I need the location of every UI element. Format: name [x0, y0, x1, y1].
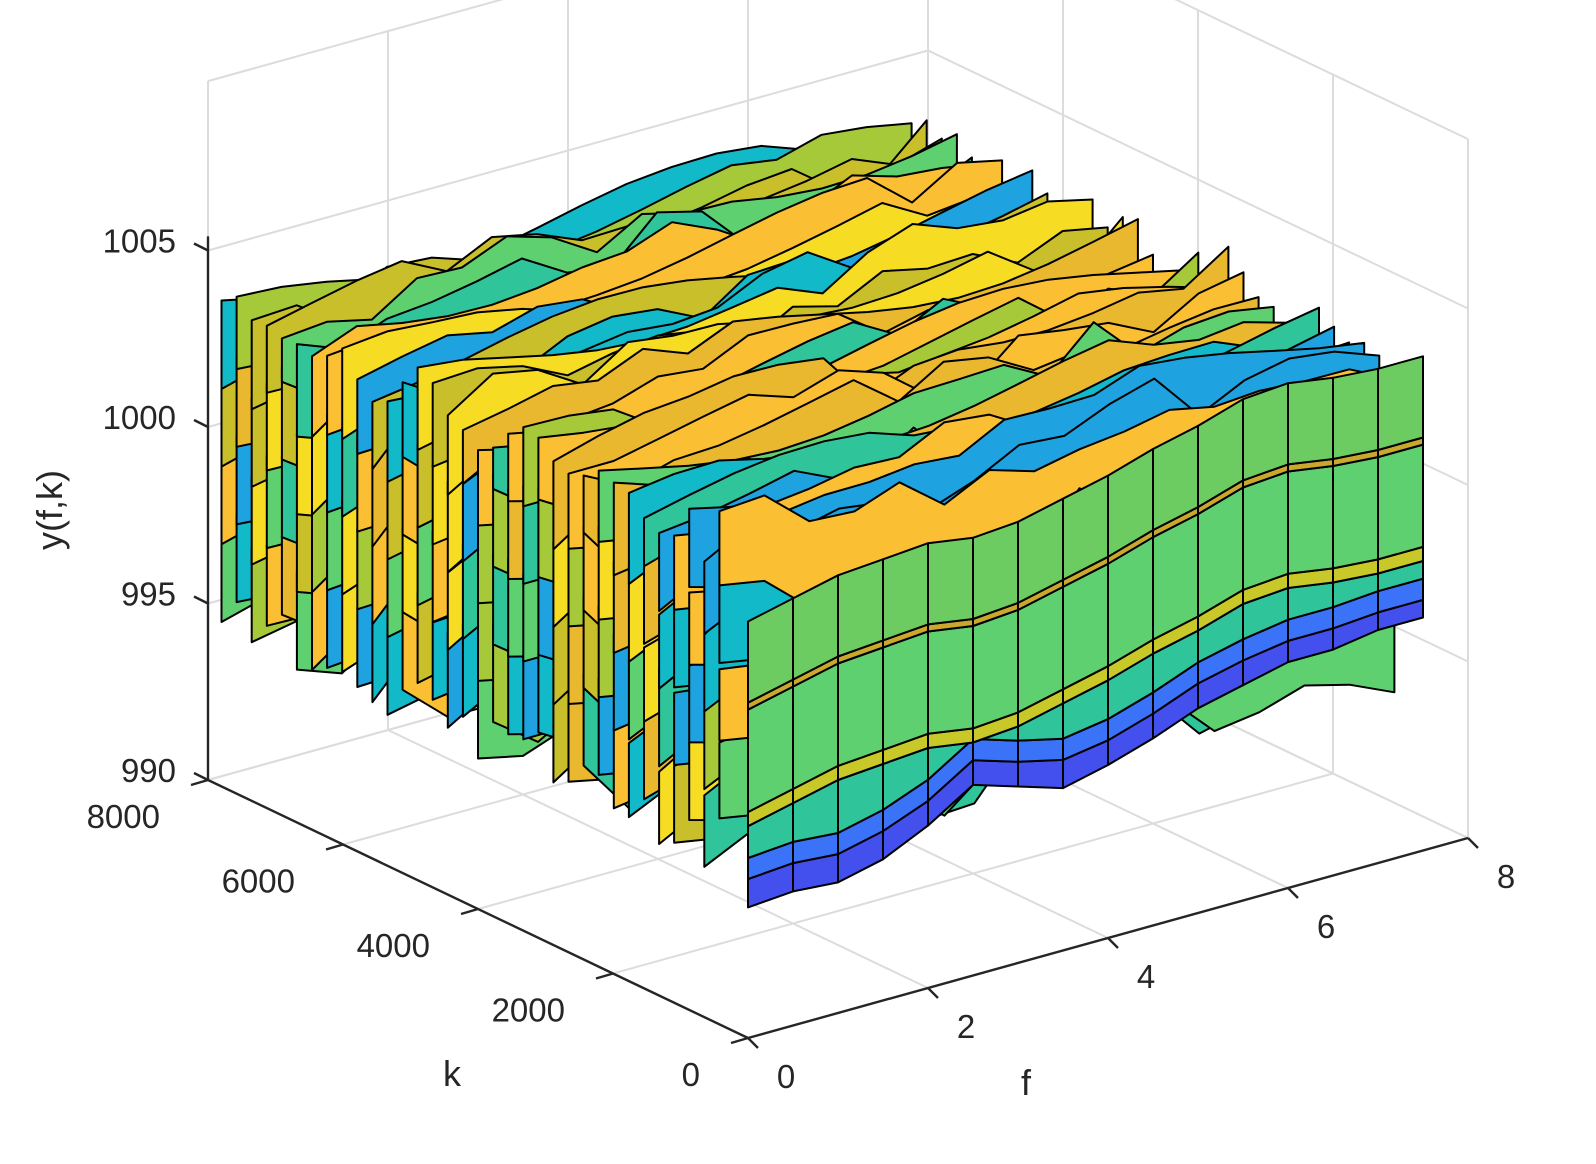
front-ribbon-facet — [1287, 376, 1334, 466]
z-tick — [193, 242, 209, 252]
front-ribbon-facet — [837, 646, 884, 767]
k-tick-label: 4000 — [357, 927, 430, 964]
z-tick — [193, 771, 209, 782]
front-ribbon-facet — [1242, 470, 1289, 591]
k-tick-label: 0 — [682, 1056, 700, 1093]
k-tick-label: 2000 — [492, 992, 565, 1029]
front-ribbon-facet — [882, 630, 929, 751]
f-tick-label: 6 — [1317, 908, 1335, 945]
front-ribbon-facet — [972, 609, 1019, 730]
front-ribbon-facet — [972, 520, 1019, 620]
tick-labels: 990 995 1000 1005 0 2000 4000 6000 8000 0 2 4 6 8 — [87, 223, 1516, 1096]
k-tick — [595, 972, 614, 980]
z-tick-label: 990 — [121, 752, 176, 789]
z-tick — [193, 418, 209, 429]
f-tick-label: 2 — [957, 1008, 975, 1045]
f-tick — [747, 1037, 759, 1049]
z-tick-label: 1000 — [103, 399, 176, 436]
k-tick-label: 8000 — [87, 798, 160, 835]
k-axis-label: k — [443, 1053, 462, 1094]
z-axis-label: y(f,k) — [29, 470, 70, 550]
f-tick — [1107, 937, 1119, 949]
k-tick — [325, 843, 344, 851]
box-top-edge — [207, 0, 1469, 141]
k-tick — [460, 907, 479, 916]
k-tick — [190, 778, 209, 787]
front-ribbon-facet — [1017, 737, 1064, 763]
k-tick-label: 6000 — [222, 863, 295, 900]
front-ribbon-facet — [972, 759, 1019, 788]
f-tick — [927, 987, 939, 999]
z-tick-label: 1005 — [103, 223, 176, 260]
gridline-floor — [612, 772, 1334, 975]
front-ribbon-facet — [837, 558, 884, 658]
front-ribbon-facet — [1332, 456, 1379, 570]
ribbon-surfaces — [220, 119, 1424, 909]
f-axis-label: f — [1021, 1062, 1032, 1103]
f-tick-label: 0 — [777, 1058, 795, 1095]
f-tick — [1287, 887, 1299, 899]
front-ribbon-facet — [927, 625, 974, 735]
z-tick — [193, 595, 209, 605]
front-ribbon-facet — [1332, 367, 1379, 460]
front-ribbon-facet — [1242, 382, 1289, 482]
front-ribbon-facet — [1377, 443, 1424, 561]
front-ribbon-facet — [927, 536, 974, 626]
gridline-horizontal — [207, 49, 1469, 310]
front-ribbon-facet — [882, 542, 929, 642]
front-ribbon-facet — [972, 738, 1019, 763]
front-ribbon-facet — [1017, 758, 1064, 790]
axes-lines — [190, 236, 1479, 1049]
f-tick-label: 4 — [1137, 958, 1155, 995]
front-ribbon-facet — [1287, 465, 1334, 575]
f-tick-label: 8 — [1497, 858, 1515, 895]
k-tick — [730, 1036, 749, 1045]
front-ribbon-facet — [1377, 355, 1424, 451]
f-tick — [1467, 837, 1479, 849]
z-tick-label: 995 — [121, 576, 176, 613]
